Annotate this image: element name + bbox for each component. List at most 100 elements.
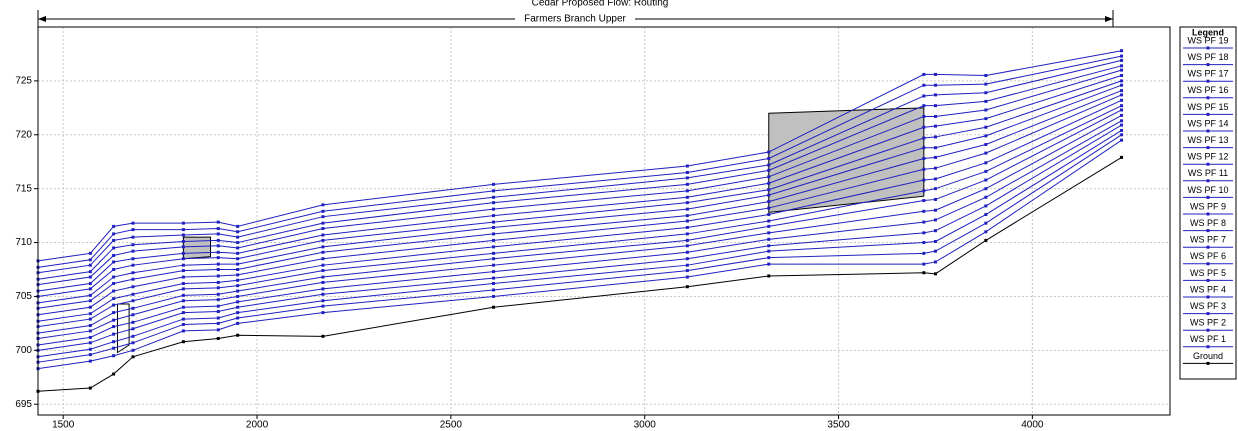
point-marker — [984, 238, 988, 242]
point-marker — [685, 182, 689, 186]
point-marker — [321, 275, 325, 279]
point-marker — [492, 276, 496, 280]
point-marker — [236, 305, 240, 309]
point-marker — [236, 268, 240, 271]
point-marker — [88, 270, 92, 274]
point-marker — [112, 325, 116, 329]
point-marker — [922, 114, 926, 118]
point-marker — [492, 288, 496, 292]
point-marker — [112, 303, 116, 307]
point-marker — [492, 270, 496, 274]
legend-marker — [1206, 96, 1210, 100]
point-marker — [181, 305, 185, 309]
point-marker — [112, 372, 116, 376]
point-marker — [1120, 74, 1124, 77]
legend-label: WS PF 10 — [1187, 185, 1228, 195]
point-marker — [984, 74, 988, 77]
point-marker — [131, 235, 135, 239]
point-marker — [236, 246, 240, 250]
point-marker — [88, 305, 92, 309]
point-marker — [131, 228, 135, 232]
point-marker — [112, 224, 116, 228]
point-marker — [1120, 58, 1124, 62]
point-marker — [767, 224, 771, 228]
point-marker — [922, 72, 926, 76]
point-marker — [236, 333, 240, 337]
point-marker — [922, 262, 926, 266]
legend-marker — [1206, 112, 1210, 116]
point-marker — [492, 257, 496, 261]
point-marker — [112, 268, 116, 271]
point-marker — [321, 245, 325, 249]
x-tick-label: 2000 — [246, 420, 269, 431]
point-marker — [88, 312, 92, 316]
point-marker — [236, 278, 240, 282]
point-marker — [933, 114, 937, 118]
point-marker — [181, 221, 185, 225]
point-marker — [181, 340, 185, 344]
point-marker — [131, 285, 135, 289]
point-marker — [131, 277, 135, 281]
point-marker — [984, 204, 988, 208]
legend-label: WS PF 17 — [1187, 69, 1228, 79]
point-marker — [131, 348, 135, 352]
point-marker — [1120, 133, 1124, 137]
point-marker — [685, 201, 689, 205]
point-marker — [321, 257, 325, 261]
point-marker — [131, 263, 135, 267]
point-marker — [216, 298, 220, 302]
point-marker — [181, 287, 185, 291]
point-marker — [984, 195, 988, 199]
legend — [1179, 26, 1237, 380]
legend-label: WS PF 15 — [1187, 102, 1228, 112]
point-marker — [933, 124, 937, 128]
point-marker — [984, 117, 988, 121]
point-marker — [685, 263, 689, 267]
point-marker — [131, 271, 135, 275]
point-marker — [767, 200, 771, 204]
point-marker — [321, 280, 325, 284]
point-marker — [1120, 93, 1124, 97]
point-marker — [1120, 79, 1124, 83]
legend-marker — [1206, 312, 1210, 316]
point-marker — [685, 214, 689, 218]
point-marker — [984, 213, 988, 217]
point-marker — [112, 238, 116, 242]
point-marker — [236, 316, 240, 320]
point-marker — [321, 203, 325, 207]
point-marker — [181, 269, 185, 273]
point-marker — [767, 188, 771, 192]
point-marker — [131, 334, 135, 338]
legend-marker — [1206, 245, 1210, 249]
legend-label: WS PF 7 — [1190, 235, 1226, 245]
point-marker — [1120, 138, 1124, 142]
legend-label: WS PF 8 — [1190, 218, 1226, 228]
point-marker — [984, 221, 988, 225]
point-marker — [321, 334, 325, 338]
point-marker — [112, 332, 116, 336]
point-marker — [181, 282, 185, 286]
point-marker — [685, 238, 689, 242]
point-marker — [984, 91, 988, 95]
point-marker — [181, 239, 185, 243]
x-tick-label: 4000 — [1021, 420, 1044, 431]
legend-marker — [1206, 179, 1210, 183]
point-marker — [88, 251, 92, 255]
point-marker — [112, 346, 116, 350]
point-marker — [88, 293, 92, 297]
point-marker — [685, 225, 689, 229]
legend-title: Legend — [1192, 27, 1224, 37]
point-marker — [321, 269, 325, 273]
point-marker — [112, 311, 116, 315]
point-marker — [236, 294, 240, 298]
point-marker — [321, 311, 325, 315]
point-marker — [767, 219, 771, 223]
point-marker — [236, 321, 240, 325]
point-marker — [933, 72, 937, 76]
point-marker — [685, 232, 689, 236]
point-marker — [685, 207, 689, 211]
point-marker — [236, 241, 240, 245]
point-marker — [112, 318, 116, 322]
legend-label: WS PF 11 — [1188, 168, 1228, 178]
point-marker — [181, 311, 185, 315]
